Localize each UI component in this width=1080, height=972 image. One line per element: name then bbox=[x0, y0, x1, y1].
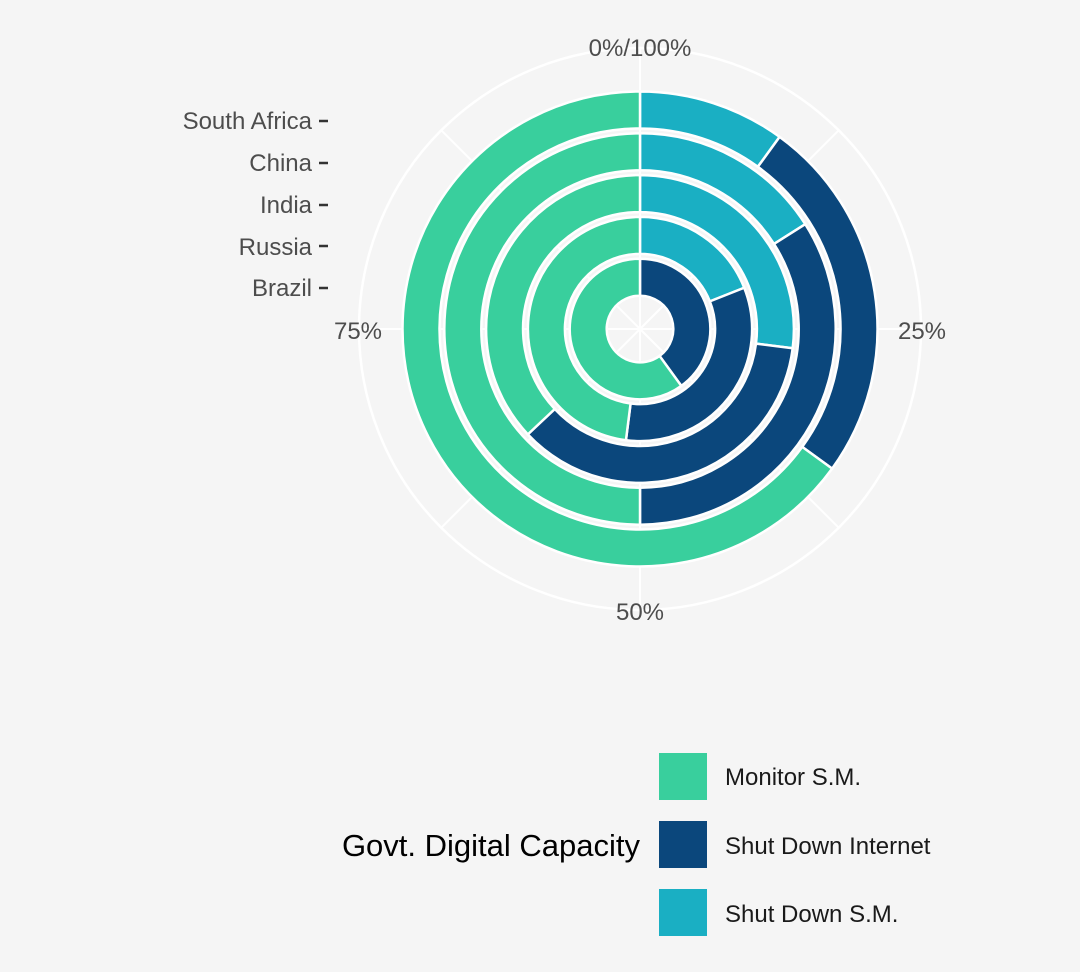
legend-swatch-shut-down-internet bbox=[659, 821, 707, 868]
category-label-china: China bbox=[249, 150, 312, 177]
legend-title: Govt. Digital Capacity bbox=[342, 828, 641, 863]
bar-segment-south-africa-monitor-s-m bbox=[401, 90, 834, 568]
legend-swatch-shut-down-sm bbox=[659, 889, 707, 936]
chart-bars bbox=[401, 90, 879, 568]
legend-label-shut-down-internet: Shut Down Internet bbox=[725, 833, 931, 860]
bar-segment-china-monitor-s-m bbox=[443, 132, 642, 526]
category-axis: South Africa China India Russia Brazil bbox=[183, 108, 328, 302]
category-label-brazil: Brazil bbox=[252, 275, 312, 302]
category-label-south-africa: South Africa bbox=[183, 108, 313, 135]
bar-segment-brazil-shut-down-internet bbox=[638, 257, 712, 388]
bar-segment-brazil-monitor-s-m bbox=[568, 257, 683, 401]
category-label-russia: Russia bbox=[239, 234, 313, 261]
bar-segment-india-monitor-s-m bbox=[484, 173, 642, 436]
angle-tick-label: 25% bbox=[898, 318, 946, 345]
legend-label-shut-down-sm: Shut Down S.M. bbox=[725, 901, 898, 928]
legend: Govt. Digital Capacity Monitor S.M. Shut… bbox=[342, 753, 931, 936]
category-label-india: India bbox=[260, 192, 313, 219]
angular-axis-labels: 0%/100% 25% 50% 75% bbox=[334, 35, 946, 626]
legend-swatch-monitor-sm bbox=[659, 753, 707, 800]
bar-segment-russia-monitor-s-m bbox=[526, 215, 642, 442]
angle-tick-label: 75% bbox=[334, 318, 382, 345]
legend-label-monitor-sm: Monitor S.M. bbox=[725, 764, 861, 791]
angle-tick-label: 50% bbox=[616, 599, 664, 626]
angle-tick-label: 0%/100% bbox=[589, 35, 692, 62]
bar-segment-russia-shut-down-internet bbox=[624, 286, 754, 443]
